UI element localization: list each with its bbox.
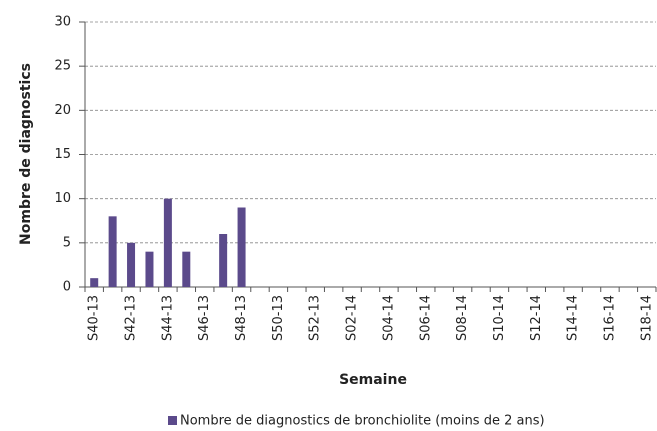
bar [145,251,154,287]
y-tick-label: 0 [63,280,71,295]
x-tick-label: S06-14 [418,295,433,341]
y-tick-label: 10 [54,191,71,206]
x-tick-label: S08-14 [455,295,470,341]
y-tick-label: 5 [63,235,71,250]
x-tick-label: S14-14 [566,295,581,341]
x-tick-label: S18-14 [639,295,654,341]
x-tick-label: S16-14 [602,295,617,341]
legend-swatch [168,416,177,425]
x-tick-label: S52-13 [308,295,323,341]
bar [219,234,228,287]
bar [163,198,172,287]
bar [108,216,117,287]
x-tick-label: S40-13 [87,295,102,341]
x-axis-title: Semaine [339,372,407,388]
x-tick-label: S46-13 [197,295,212,341]
x-tick-label: S12-14 [529,295,544,341]
bar [182,251,191,287]
y-tick-label: 30 [54,15,71,30]
bar [237,207,246,287]
x-tick-label: S42-13 [124,295,139,341]
bar [90,278,99,287]
y-tick-label: 15 [54,147,71,162]
bar [127,242,136,287]
x-tick-label: S44-13 [160,295,175,341]
x-tick-label: S04-14 [381,295,396,341]
y-axis-title: Nombre de diagnostics [18,63,34,245]
y-tick-label: 25 [54,59,71,74]
legend-label: Nombre de diagnostics de bronchiolite (m… [180,414,545,429]
y-tick-label: 20 [54,103,71,118]
x-tick-label: S02-14 [345,295,360,341]
x-tick-label: S10-14 [492,295,507,341]
x-tick-label: S50-13 [271,295,286,341]
x-tick-label: S48-13 [234,295,249,341]
